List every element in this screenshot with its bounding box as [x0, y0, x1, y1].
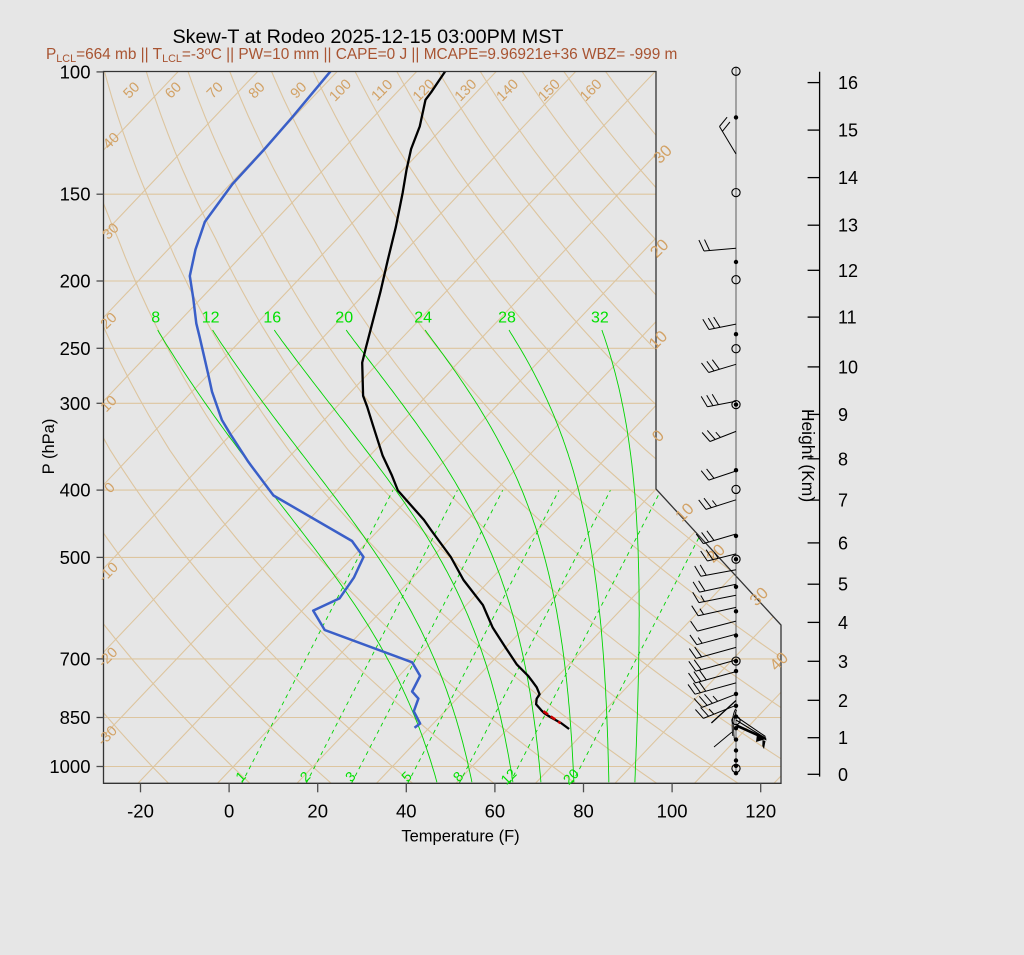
svg-text:P (hPa): P (hPa) [40, 419, 58, 475]
svg-text:3: 3 [838, 652, 848, 672]
svg-text:16: 16 [263, 310, 281, 327]
svg-text:PLCL=664 mb || TLCL=-3oC || PW: PLCL=664 mb || TLCL=-3oC || PW=10 mm || … [46, 46, 677, 66]
svg-text:4: 4 [838, 613, 848, 633]
svg-text:8: 8 [838, 449, 848, 469]
svg-text:Skew-T at Rodeo 2025-12-15 03:: Skew-T at Rodeo 2025-12-15 03:00PM MST [172, 26, 563, 48]
svg-text:14: 14 [838, 168, 858, 188]
svg-text:Temperature (F): Temperature (F) [401, 828, 519, 846]
svg-text:7: 7 [838, 491, 848, 511]
svg-text:10: 10 [838, 357, 858, 377]
svg-text:24: 24 [414, 310, 432, 327]
svg-text:1000: 1000 [49, 756, 90, 777]
svg-text:20: 20 [335, 310, 353, 327]
svg-text:400: 400 [60, 480, 91, 501]
svg-text:80: 80 [573, 801, 594, 822]
svg-text:12: 12 [838, 261, 858, 281]
svg-text:20: 20 [307, 801, 328, 822]
svg-text:28: 28 [498, 310, 516, 327]
svg-text:2: 2 [838, 691, 848, 711]
svg-text:60: 60 [485, 801, 506, 822]
svg-text:8: 8 [151, 310, 160, 327]
svg-text:12: 12 [202, 310, 220, 327]
svg-text:13: 13 [838, 216, 858, 236]
svg-text:11: 11 [838, 308, 857, 328]
svg-text:Height (Km): Height (Km) [798, 409, 818, 502]
svg-text:16: 16 [838, 73, 858, 93]
svg-text:500: 500 [60, 547, 91, 568]
svg-text:700: 700 [60, 648, 91, 669]
svg-text:0: 0 [838, 765, 848, 785]
svg-text:32: 32 [591, 310, 609, 327]
svg-text:-20: -20 [127, 801, 154, 822]
svg-text:5: 5 [838, 575, 848, 595]
svg-text:150: 150 [60, 184, 91, 205]
svg-text:1: 1 [838, 728, 848, 748]
svg-text:850: 850 [60, 707, 91, 728]
svg-text:0: 0 [224, 801, 234, 822]
svg-text:40: 40 [396, 801, 417, 822]
svg-text:100: 100 [657, 801, 688, 822]
svg-text:6: 6 [838, 533, 848, 553]
svg-text:250: 250 [60, 338, 91, 359]
svg-text:15: 15 [838, 121, 858, 141]
svg-text:300: 300 [60, 393, 91, 414]
svg-text:9: 9 [838, 405, 848, 425]
svg-text:120: 120 [745, 801, 776, 822]
svg-text:200: 200 [60, 271, 91, 292]
